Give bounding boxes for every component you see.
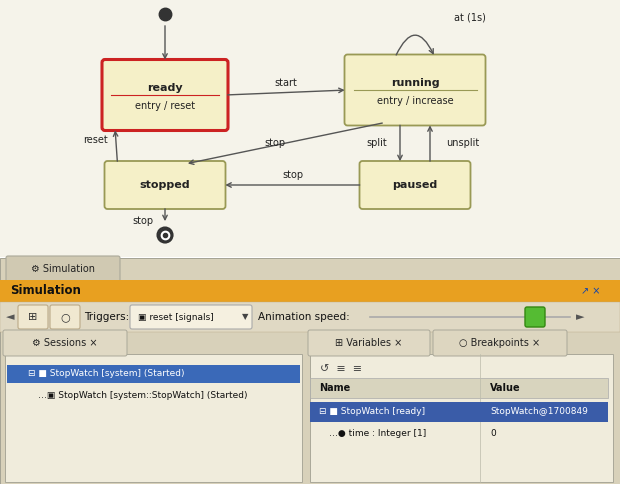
Text: running: running [391, 78, 440, 88]
Text: …▣ StopWatch [system::StopWatch] (Started): …▣ StopWatch [system::StopWatch] (Starte… [38, 392, 247, 400]
FancyBboxPatch shape [360, 161, 471, 209]
Text: …● time : Integer [1]: …● time : Integer [1] [329, 429, 427, 439]
Text: ⚙ Simulation: ⚙ Simulation [31, 264, 95, 274]
Text: StopWatch@1700849: StopWatch@1700849 [490, 408, 588, 417]
Text: ▼: ▼ [242, 313, 248, 321]
Text: Name: Name [319, 383, 350, 393]
FancyBboxPatch shape [18, 305, 48, 329]
Text: Animation speed:: Animation speed: [258, 312, 350, 322]
Bar [7, 365, 300, 383]
FancyBboxPatch shape [130, 305, 252, 329]
FancyBboxPatch shape [105, 161, 226, 209]
Text: stopped: stopped [140, 180, 190, 190]
Text: unsplit: unsplit [446, 138, 480, 148]
Text: ►: ► [576, 312, 584, 322]
Text: ○: ○ [60, 312, 70, 322]
FancyBboxPatch shape [50, 305, 80, 329]
Text: paused: paused [392, 180, 438, 190]
Bar [0, 302, 620, 332]
FancyBboxPatch shape [525, 307, 545, 327]
Text: stop: stop [265, 138, 286, 148]
Text: ⊞ Variables ×: ⊞ Variables × [335, 338, 402, 348]
FancyBboxPatch shape [345, 55, 485, 125]
FancyBboxPatch shape [102, 60, 228, 131]
Bar [0, 0, 620, 257]
Text: Triggers:: Triggers: [84, 312, 129, 322]
Text: entry / reset: entry / reset [135, 101, 195, 111]
Text: reset: reset [83, 135, 108, 145]
Text: ⊟ ■ StopWatch [ready]: ⊟ ■ StopWatch [ready] [319, 408, 425, 417]
Text: start: start [275, 78, 298, 88]
Bar [5, 354, 302, 482]
Bar [310, 402, 608, 422]
Text: ready: ready [147, 83, 183, 93]
Text: ⊞: ⊞ [29, 312, 38, 322]
Bar [310, 354, 613, 482]
Text: Simulation: Simulation [10, 285, 81, 298]
Text: at (1s): at (1s) [454, 13, 486, 23]
Text: ⊟ ■ StopWatch [system] (Started): ⊟ ■ StopWatch [system] (Started) [28, 369, 185, 378]
Text: ▣ reset [signals]: ▣ reset [signals] [138, 313, 214, 321]
FancyBboxPatch shape [433, 330, 567, 356]
Bar [0, 280, 620, 302]
Text: split: split [366, 138, 388, 148]
Text: stop: stop [133, 215, 154, 226]
FancyBboxPatch shape [308, 330, 430, 356]
Text: 0: 0 [490, 429, 496, 439]
Text: Value: Value [490, 383, 521, 393]
Text: entry / increase: entry / increase [377, 96, 453, 106]
Bar [0, 258, 620, 484]
Text: ◄: ◄ [6, 312, 14, 322]
Text: ○ Breakpoints ×: ○ Breakpoints × [459, 338, 541, 348]
Text: stop: stop [282, 170, 303, 180]
Text: ↗ ×: ↗ × [580, 286, 600, 296]
Text: ↺  ≡  ≡: ↺ ≡ ≡ [320, 364, 362, 374]
Text: ⚙ Sessions ×: ⚙ Sessions × [32, 338, 98, 348]
Bar [310, 378, 608, 398]
FancyBboxPatch shape [6, 256, 120, 282]
FancyBboxPatch shape [3, 330, 127, 356]
